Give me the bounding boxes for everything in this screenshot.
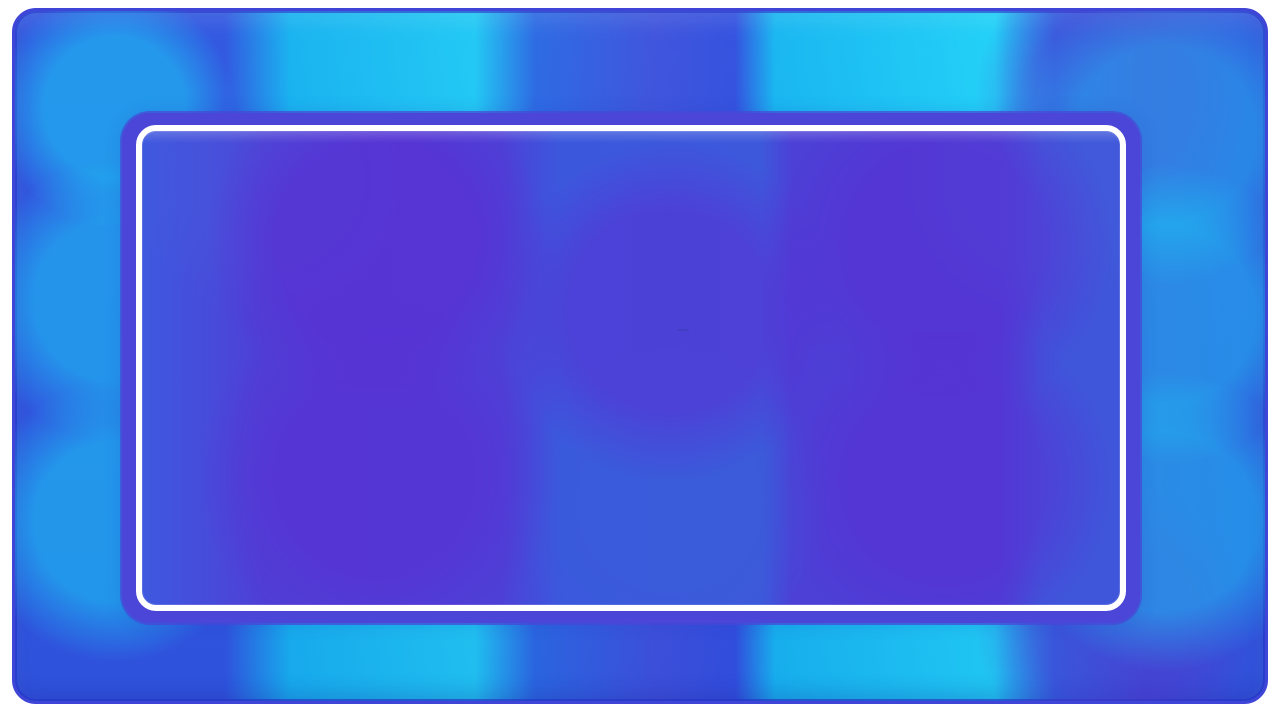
inner-frame [122, 113, 1140, 623]
inner-panel-top-glow [142, 131, 1120, 143]
center-mark [678, 329, 689, 331]
inner-panel [136, 125, 1126, 611]
